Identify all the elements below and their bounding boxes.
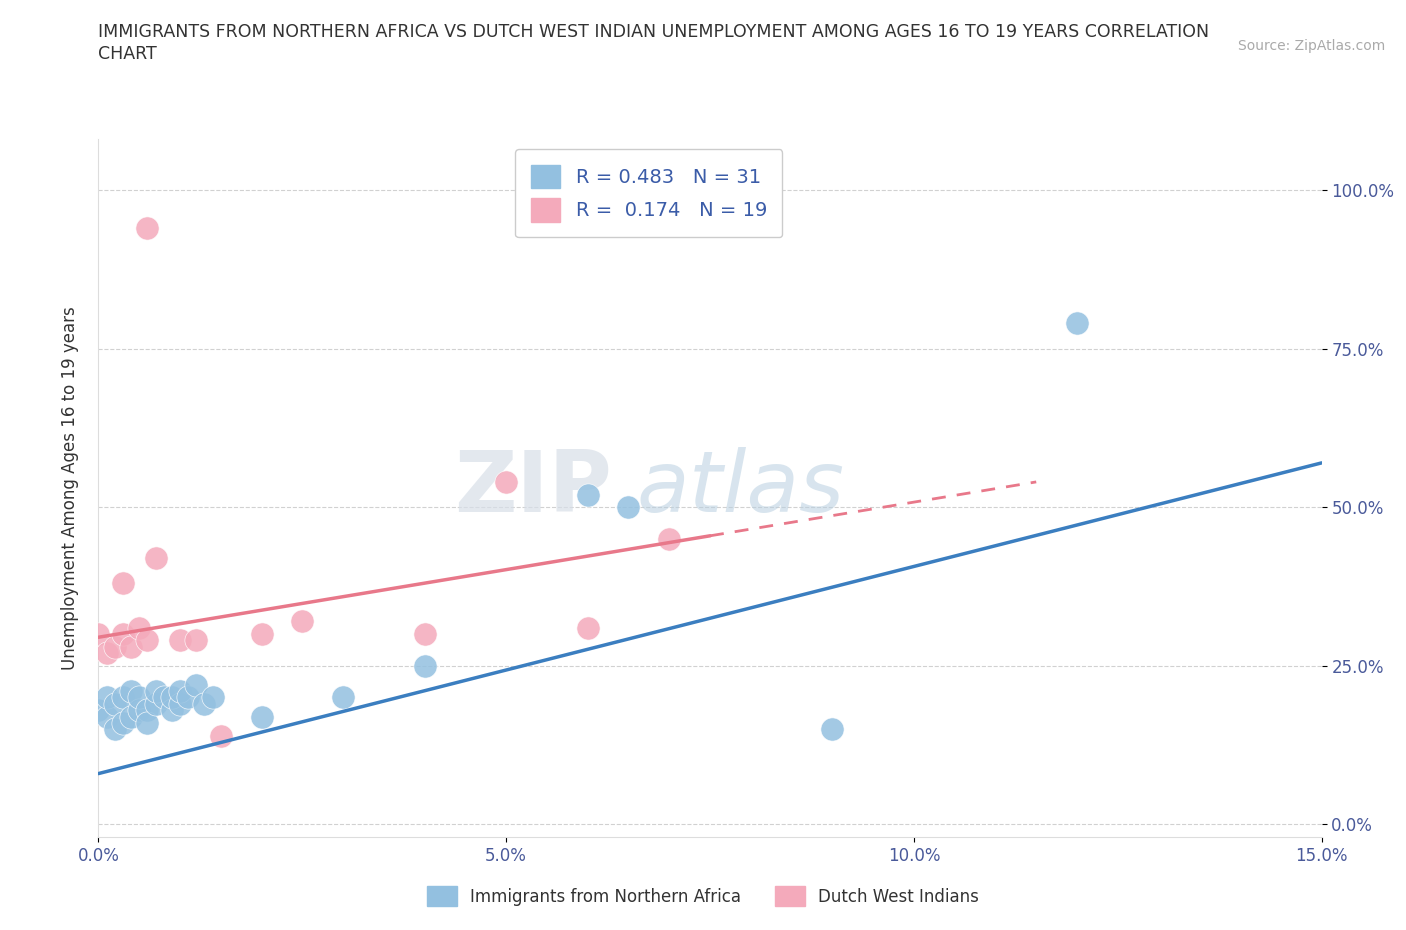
Point	[186, 633, 208, 648]
Point	[169, 697, 191, 711]
Point	[136, 220, 159, 235]
Point	[96, 645, 118, 660]
Text: IMMIGRANTS FROM NORTHERN AFRICA VS DUTCH WEST INDIAN UNEMPLOYMENT AMONG AGES 16 : IMMIGRANTS FROM NORTHERN AFRICA VS DUTCH…	[98, 23, 1209, 41]
Point	[128, 690, 150, 705]
Point	[1066, 316, 1088, 331]
Point	[145, 697, 167, 711]
Point	[104, 722, 127, 737]
Point	[250, 627, 273, 642]
Point	[576, 487, 599, 502]
Point	[128, 703, 150, 718]
Point	[160, 703, 183, 718]
Point	[209, 728, 232, 743]
Point	[120, 684, 142, 698]
Point	[104, 639, 127, 654]
Legend: R = 0.483   N = 31, R =  0.174   N = 19: R = 0.483 N = 31, R = 0.174 N = 19	[515, 149, 783, 237]
Point	[186, 677, 208, 692]
Point	[291, 614, 314, 629]
Point	[111, 627, 134, 642]
Text: Source: ZipAtlas.com: Source: ZipAtlas.com	[1237, 39, 1385, 53]
Point	[136, 703, 159, 718]
Point	[120, 709, 142, 724]
Y-axis label: Unemployment Among Ages 16 to 19 years: Unemployment Among Ages 16 to 19 years	[60, 306, 79, 671]
Point	[413, 627, 436, 642]
Point	[658, 532, 681, 547]
Text: ZIP: ZIP	[454, 446, 612, 530]
Point	[495, 474, 517, 489]
Point	[145, 551, 167, 565]
Point	[145, 684, 167, 698]
Point	[250, 709, 273, 724]
Point	[111, 576, 134, 591]
Point	[96, 709, 118, 724]
Point	[160, 690, 183, 705]
Point	[617, 499, 640, 514]
Point	[111, 715, 134, 730]
Text: atlas: atlas	[637, 446, 845, 530]
Point	[201, 690, 224, 705]
Point	[193, 697, 215, 711]
Point	[87, 627, 110, 642]
Point	[169, 684, 191, 698]
Legend: Immigrants from Northern Africa, Dutch West Indians: Immigrants from Northern Africa, Dutch W…	[420, 880, 986, 912]
Point	[120, 639, 142, 654]
Point	[169, 633, 191, 648]
Point	[821, 722, 844, 737]
Point	[136, 715, 159, 730]
Point	[413, 658, 436, 673]
Point	[111, 690, 134, 705]
Point	[177, 690, 200, 705]
Point	[152, 690, 174, 705]
Point	[332, 690, 354, 705]
Point	[136, 633, 159, 648]
Point	[104, 697, 127, 711]
Point	[87, 703, 110, 718]
Text: CHART: CHART	[98, 45, 157, 62]
Point	[96, 690, 118, 705]
Point	[128, 620, 150, 635]
Point	[576, 620, 599, 635]
